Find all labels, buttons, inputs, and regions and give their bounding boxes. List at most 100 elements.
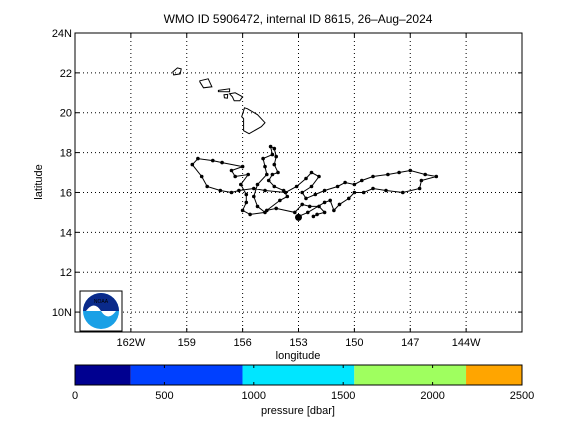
position-point: [408, 168, 413, 173]
y-tick-label: 18: [60, 148, 72, 160]
position-point: [317, 204, 321, 209]
position-point: [244, 200, 249, 205]
position-point: [265, 172, 269, 177]
position-point: [278, 198, 282, 203]
position-point: [272, 162, 277, 167]
position-point: [419, 178, 424, 183]
position-point: [371, 186, 375, 191]
noaa-logo: NOAA: [79, 290, 123, 332]
position-point: [360, 178, 364, 183]
colorbar-bin: [130, 365, 243, 385]
x-tick-label: 147: [401, 337, 419, 349]
colorbar-label: pressure [dbar]: [261, 405, 335, 417]
y-axis-label: latitude: [33, 164, 45, 199]
x-tick-label: 150: [345, 337, 363, 349]
position-point: [244, 192, 249, 197]
position-point: [417, 186, 422, 191]
colorbar-bin: [242, 365, 355, 385]
position-point: [307, 204, 312, 209]
position-point: [218, 188, 223, 193]
last-position-point: [295, 213, 302, 221]
position-point: [337, 202, 342, 207]
y-tick-label: 20: [60, 108, 72, 120]
position-point: [229, 190, 234, 195]
colorbar-bin: [354, 365, 467, 385]
y-tick-label: 16: [60, 187, 72, 199]
x-axis-ticks: 162W 159 156 153 150 147 144W: [117, 33, 481, 349]
position-point: [328, 198, 333, 203]
position-point: [272, 184, 277, 189]
colorbar-tick-label: 1000: [242, 390, 266, 402]
island-oahu: [199, 78, 213, 89]
position-point: [252, 194, 256, 199]
colorbar-bin: [75, 365, 131, 385]
position-point: [270, 152, 275, 157]
position-point: [266, 178, 271, 183]
position-point: [211, 158, 215, 163]
position-point: [274, 206, 279, 211]
y-tick-label: 12: [60, 267, 72, 279]
x-tick-label: 159: [178, 337, 196, 349]
position-point: [434, 174, 439, 179]
position-point: [384, 188, 388, 193]
position-point: [246, 172, 250, 177]
position-point: [276, 170, 280, 175]
y-axis-ticks: 10N 12 14 16 18 20 22 24N: [52, 28, 522, 319]
position-point: [196, 156, 200, 161]
island-kauai: [172, 67, 182, 76]
position-point: [386, 172, 390, 177]
colorbar-tick-label: 1500: [331, 390, 355, 402]
float-positions: [190, 144, 439, 221]
island-hawaii: [241, 107, 266, 135]
colorbar-tick-label: 2500: [510, 390, 534, 402]
position-point: [263, 164, 267, 169]
position-point: [322, 210, 327, 215]
x-axis-label: longitude: [276, 350, 321, 362]
x-tick-label: 144W: [452, 337, 481, 349]
position-point: [397, 170, 401, 175]
position-point: [255, 204, 260, 209]
grid-lines: [75, 32, 522, 332]
position-point: [322, 188, 327, 193]
position-point: [268, 144, 273, 149]
position-point: [240, 208, 245, 213]
position-point: [239, 182, 243, 187]
position-point: [306, 210, 310, 215]
position-point: [401, 190, 405, 195]
position-point: [352, 190, 357, 195]
colorbar-ticks: 0 500 1000 1500 2000 2500: [72, 365, 534, 402]
hawaii-islands: [172, 67, 266, 135]
position-point: [423, 172, 428, 177]
x-tick-label: 153: [289, 337, 307, 349]
position-point: [274, 154, 279, 159]
position-point: [309, 184, 314, 189]
position-point: [220, 160, 224, 165]
position-point: [283, 190, 288, 195]
position-point: [248, 212, 252, 217]
y-tick-label: 22: [60, 68, 72, 80]
island-molokai: [217, 88, 231, 93]
position-point: [309, 170, 314, 175]
position-point: [263, 188, 267, 193]
position-point: [252, 186, 256, 191]
colorbar-tick-label: 0: [72, 390, 78, 402]
y-tick-label: 14: [60, 227, 72, 239]
colorbar-tick-label: 500: [155, 390, 173, 402]
island-maui: [228, 92, 244, 102]
x-tick-label: 156: [233, 337, 251, 349]
position-point: [272, 146, 277, 151]
colorbar-bin: [466, 365, 522, 385]
position-point: [313, 192, 318, 197]
island-lanai: [223, 93, 229, 99]
y-tick-label: 24N: [52, 28, 72, 40]
position-point: [255, 182, 260, 187]
position-point: [361, 190, 366, 195]
position-point: [304, 196, 308, 201]
colorbar-frame: [74, 364, 523, 386]
position-point: [304, 176, 308, 181]
position-point: [300, 190, 305, 195]
position-point: [332, 208, 336, 213]
position-point: [311, 214, 316, 219]
chart-title: WMO ID 5906472, internal ID 8615, 26–Aug…: [164, 12, 433, 26]
